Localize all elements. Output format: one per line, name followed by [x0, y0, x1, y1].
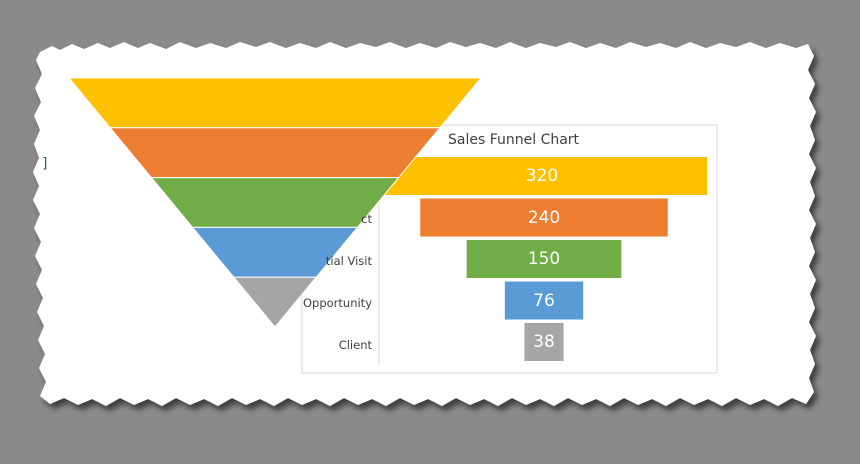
chart-title: Sales Funnel Chart	[448, 132, 580, 148]
funnel-bar	[504, 281, 584, 320]
cell-marker: ]	[42, 156, 47, 172]
category-label-initial-visit: tial Visit	[325, 254, 372, 268]
funnel-bar	[466, 240, 622, 278]
category-label-opportunity: Opportunity	[302, 296, 372, 310]
triangle-funnel	[67, 77, 483, 328]
funnel-bar	[377, 157, 707, 195]
bar-value-label: 76	[533, 290, 555, 311]
category-label-prospect: ct	[361, 212, 372, 226]
funnel-bar	[524, 323, 564, 361]
funnel-bar	[420, 198, 668, 237]
bar-value-label: 320	[525, 166, 559, 186]
bar-value-label: 150	[527, 249, 561, 269]
bar-value-label: 240	[527, 207, 561, 228]
triangle-funnel-segment	[232, 276, 318, 328]
funnel-bars	[377, 157, 707, 361]
category-label-client: Client	[338, 338, 372, 352]
bar-value-label: 38	[533, 332, 555, 352]
triangle-funnel-segment	[67, 77, 483, 129]
